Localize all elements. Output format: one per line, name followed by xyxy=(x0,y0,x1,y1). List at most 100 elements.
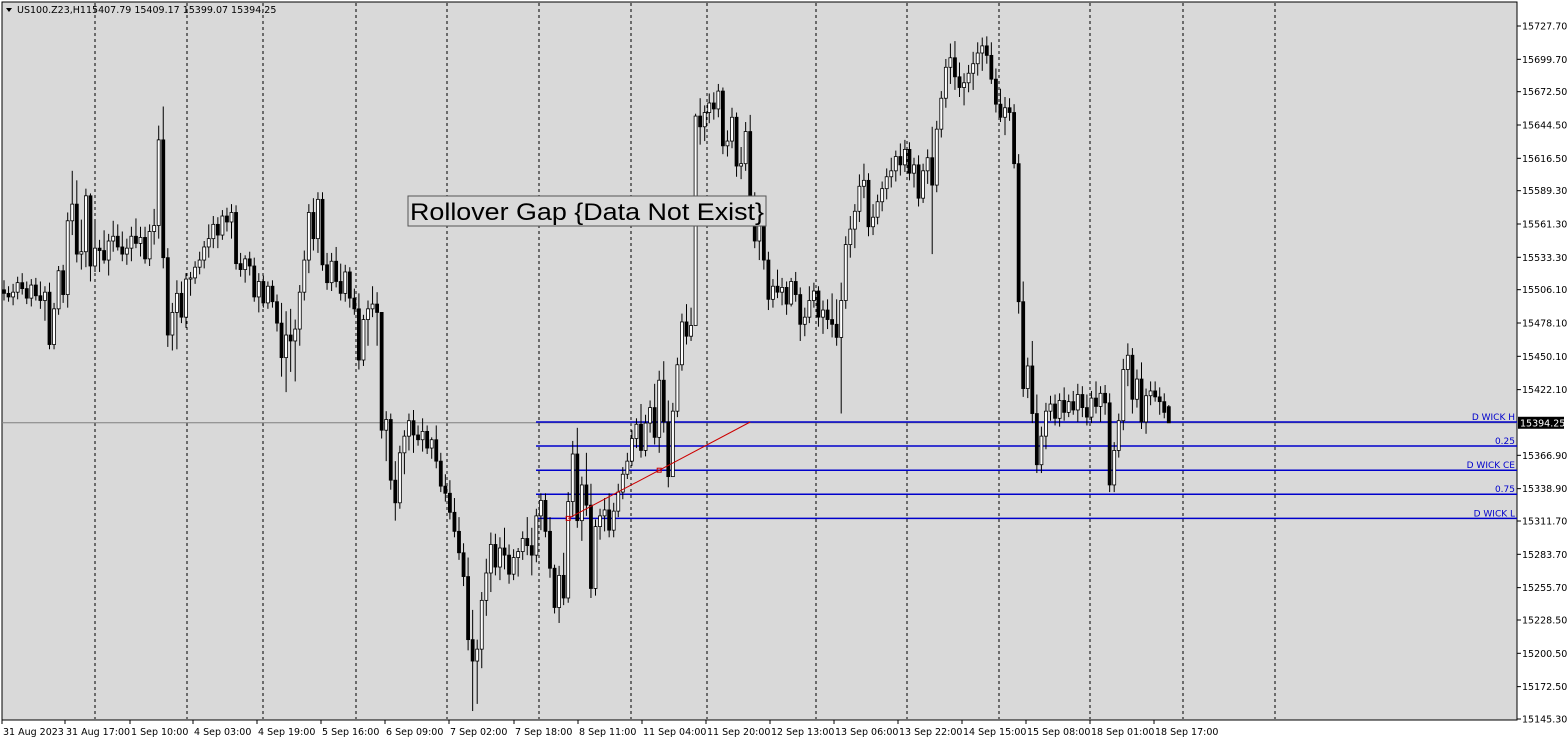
candle-body-down xyxy=(1162,401,1167,413)
candle-body-up xyxy=(343,271,348,294)
candle-body-down xyxy=(411,420,416,436)
candle-body-up xyxy=(884,176,889,190)
price-tick-label: 15172.50 xyxy=(1522,682,1567,693)
time-tick-label: 12 Sep 13:00 xyxy=(771,727,834,738)
candle-body-down xyxy=(957,76,962,88)
candle-body-up xyxy=(630,438,634,462)
price-tick-label: 15338.90 xyxy=(1522,484,1567,495)
price-tick-label: 15533.30 xyxy=(1522,253,1567,264)
candle-body-up xyxy=(193,266,198,279)
candle-body-down xyxy=(529,545,534,556)
time-tick-label: 4 Sep 19:00 xyxy=(258,727,315,738)
candle-body-up xyxy=(302,259,307,293)
candle-body-down xyxy=(998,103,1003,118)
candle-body-up xyxy=(229,212,234,223)
candle-body-up xyxy=(1148,390,1153,397)
candle-body-up xyxy=(634,423,639,439)
candle-body-up xyxy=(488,544,493,574)
candle-body-down xyxy=(452,511,457,532)
candle-body-up xyxy=(743,131,748,165)
time-tick-label: 11 Sep 20:00 xyxy=(707,727,770,738)
candle-body-down xyxy=(793,281,798,295)
candle-body-down xyxy=(661,379,666,423)
price-tick-label: 15228.50 xyxy=(1522,616,1567,627)
candle-body-up xyxy=(129,235,134,249)
time-axis: 31 Aug 2023 31 Aug 17:00 1 Sep 10:00 4 Sep … xyxy=(1,720,1218,738)
candle-body-up xyxy=(429,439,434,449)
candle-body-down xyxy=(1166,406,1171,424)
candle-body-down xyxy=(1062,400,1067,413)
candle-body-up xyxy=(1144,395,1148,423)
candle-body-down xyxy=(1153,390,1158,398)
candle-body-up xyxy=(316,198,320,240)
candle-body-up xyxy=(152,225,157,232)
candle-body-down xyxy=(907,148,912,174)
candle-body-down xyxy=(6,292,11,298)
time-tick-label: 7 Sep 02:00 xyxy=(450,727,507,738)
price-tick-label: 15283.70 xyxy=(1522,550,1567,561)
candle-body-up xyxy=(802,316,807,325)
candle-body-down xyxy=(275,301,279,324)
candle-body-up xyxy=(689,325,693,337)
candle-body-up xyxy=(516,551,521,558)
candle-body-down xyxy=(1103,392,1107,404)
candle-body-up xyxy=(648,407,652,424)
candle-body-up xyxy=(807,300,812,318)
candle-body-up xyxy=(1048,403,1053,412)
level-lines: D WICK H 0.25 D WICK CE 0.75 D WICK L xyxy=(2,413,1517,519)
candle-body-up xyxy=(939,97,944,130)
candle-body-down xyxy=(102,250,106,261)
candle-body-up xyxy=(1025,365,1030,389)
candle-body-down xyxy=(507,554,511,575)
candle-body-up xyxy=(366,308,370,320)
candle-body-up xyxy=(771,285,775,300)
candle-body-down xyxy=(734,116,739,167)
price-tick-label: 15422.10 xyxy=(1522,385,1567,396)
price-tick-label: 15255.70 xyxy=(1522,583,1567,594)
plot-background xyxy=(1,1,1518,721)
candle-body-down xyxy=(493,544,498,568)
candle-body-down xyxy=(74,203,79,255)
candle-body-up xyxy=(197,259,202,268)
annotation-box[interactable]: Rollover Gap {Data Not Exist} xyxy=(407,195,767,227)
candle-body-down xyxy=(1130,354,1135,400)
candle-body-up xyxy=(539,500,543,517)
candle-body-down xyxy=(61,270,66,295)
candle-body-down xyxy=(33,284,38,297)
candle-body-down xyxy=(88,195,93,267)
candle-body-down xyxy=(38,295,43,301)
candle-body-up xyxy=(1098,392,1103,407)
candle-body-up xyxy=(566,501,571,599)
candle-body-down xyxy=(270,285,275,303)
candle-body-down xyxy=(953,57,957,78)
candle-body-down xyxy=(866,179,871,228)
candle-body-down xyxy=(543,500,548,532)
candle-body-up xyxy=(570,453,575,503)
candle-body-up xyxy=(893,156,898,172)
candle-body-up xyxy=(812,290,816,301)
candle-body-down xyxy=(234,212,238,265)
level-label: 0.25 xyxy=(1495,437,1515,447)
candle-body-up xyxy=(534,515,539,556)
current-price-tag xyxy=(1518,416,1564,429)
candle-body-down xyxy=(1094,397,1098,407)
dropdown-triangle-icon[interactable] xyxy=(6,8,12,12)
candle-body-up xyxy=(780,287,784,293)
candle-body-up xyxy=(484,572,489,601)
candle-body-down xyxy=(1085,407,1089,418)
candle-body-down xyxy=(225,215,229,223)
price-tick-label: 15589.30 xyxy=(1522,186,1567,197)
candle-body-up xyxy=(657,379,662,438)
candle-body-down xyxy=(552,567,557,608)
candle-body-down xyxy=(775,285,780,293)
candle-body-down xyxy=(1071,401,1076,411)
candle-body-up xyxy=(557,574,561,608)
candle-body-up xyxy=(966,72,971,84)
candle-body-up xyxy=(65,220,70,295)
candle-body-up xyxy=(1044,410,1048,437)
time-tick-label: 4 Sep 03:00 xyxy=(194,727,251,738)
candle-body-down xyxy=(1053,403,1057,419)
candle-body-down xyxy=(561,574,566,599)
candle-body-up xyxy=(184,278,188,318)
